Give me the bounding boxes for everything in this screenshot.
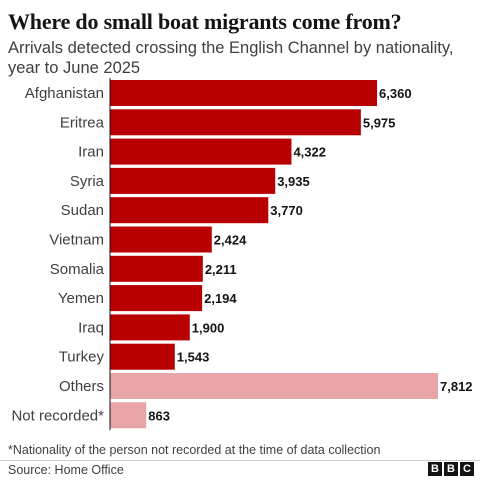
category-label: Not recorded* [11,407,104,424]
value-label: 863 [148,408,170,423]
bar-turkey [110,343,175,370]
bar-syria [110,167,276,194]
value-label: 2,211 [205,262,237,277]
bar-others [110,373,438,399]
value-label: 1,900 [192,320,225,335]
footnote: *Nationality of the person not recorded … [8,443,381,457]
bar-vietnam [110,226,212,253]
bar-iraq [110,314,190,341]
category-label: Somalia [50,261,105,278]
category-label: Turkey [59,349,105,366]
bar-iran [110,138,292,165]
logo-block: B [428,462,442,476]
value-label: 1,543 [177,350,210,365]
category-label: Vietnam [49,232,104,249]
bar-yemen [110,285,203,312]
bar-eritrea [110,109,361,136]
category-label: Afghanistan [25,85,104,102]
logo-block: C [460,462,474,476]
category-label: Iran [78,144,104,161]
category-label: Iraq [78,319,104,336]
bbc-logo: B B C [428,462,474,476]
category-label: Eritrea [60,114,105,131]
logo-block: B [444,462,458,476]
bar-afghanistan [110,80,378,106]
value-label: 5,975 [363,115,396,130]
value-label: 2,424 [214,233,247,248]
chart-title: Where do small boat migrants come from? [8,9,402,34]
value-label: 7,812 [440,379,473,394]
value-label: 3,935 [277,174,310,189]
value-label: 4,322 [293,145,326,160]
source-text: Source: Home Office [8,463,124,477]
category-label: Sudan [61,202,104,219]
footer-divider [0,460,480,461]
category-label: Syria [70,173,105,190]
bar-somalia [110,255,203,282]
chart-subtitle: Arrivals detected crossing the English C… [8,39,454,77]
value-label: 6,360 [379,86,412,101]
bar-sudan [110,197,269,224]
category-label: Yemen [58,290,104,307]
value-label: 2,194 [204,291,237,306]
bar-chart: Afghanistan 6,360 Eritrea 5,975 Iran 4,322 Syr… [11,78,473,431]
category-label: Others [59,378,104,395]
value-label: 3,770 [270,203,303,218]
bar-not-recorded [110,402,147,429]
